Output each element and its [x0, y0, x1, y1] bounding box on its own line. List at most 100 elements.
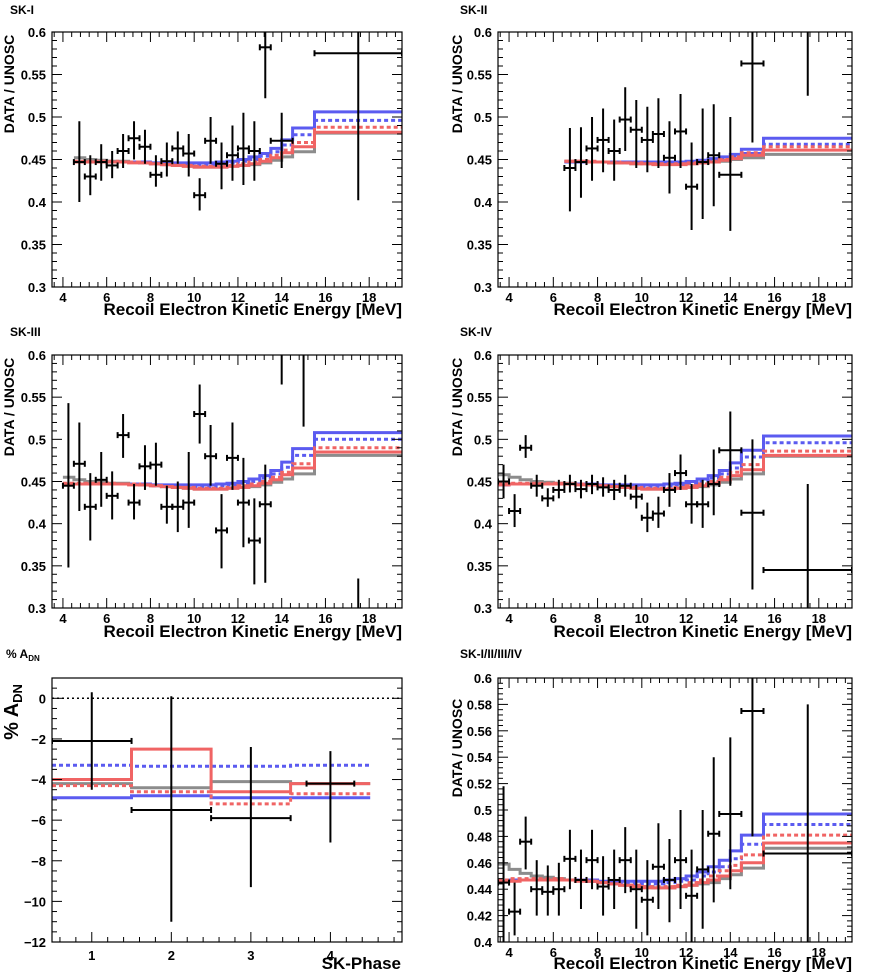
y-tick-label: 0.3 — [474, 280, 492, 295]
x-tick-label: 10 — [187, 290, 201, 305]
x-tick-label: 14 — [723, 290, 738, 305]
data-point — [696, 108, 710, 219]
x-tick-label: 16 — [318, 290, 332, 305]
y-tick-label: 0.6 — [28, 25, 46, 40]
x-tick-label: 16 — [767, 290, 781, 305]
data-point — [685, 849, 699, 942]
x-tick-label: 10 — [635, 611, 649, 626]
data-point — [127, 484, 141, 520]
data-point — [607, 479, 621, 501]
data-point — [182, 451, 196, 528]
y-tick-label: 0.45 — [21, 475, 46, 490]
x-tick-label: 16 — [767, 945, 781, 960]
plot-area — [498, 411, 852, 608]
x-tick-label: 4 — [327, 948, 335, 963]
data-point — [607, 119, 621, 181]
data-point — [508, 882, 522, 936]
data-point — [171, 481, 185, 533]
x-tick-label: 14 — [723, 611, 738, 626]
y-axis: −12 −10 −8 −6 −4 −2 0 — [24, 677, 402, 950]
data-point — [640, 860, 654, 936]
data-point — [305, 751, 356, 843]
data-point — [718, 411, 743, 486]
x-tick-label: 2 — [168, 948, 175, 963]
x-tick-label: 16 — [318, 611, 332, 626]
panel-title: SK-I — [10, 3, 34, 17]
data-point — [585, 117, 599, 181]
y-tick-label: 0.58 — [467, 697, 492, 712]
y-axis-label: DATA / UNOSC — [1, 358, 17, 457]
panel-sk-ii: SK-II DATA / UNOSC Recoil Electron Kinet… — [449, 3, 853, 319]
y-tick-label: 0.3 — [474, 601, 492, 616]
data-point — [236, 112, 250, 185]
x-axis-label: Recoil Electron Kinetic Energy [MeV] — [553, 622, 852, 641]
data-point — [718, 737, 743, 890]
data-point — [313, 32, 402, 201]
series-line-red — [52, 747, 371, 794]
data-point — [662, 839, 676, 923]
data-point — [519, 816, 533, 870]
y-tick-label: 0.35 — [467, 238, 492, 253]
series-line-red-dashed — [52, 784, 371, 806]
x-tick-label: 8 — [147, 290, 154, 305]
y-tick-label: 0 — [39, 691, 46, 706]
y-axis-label: DATA / UNOSC — [1, 35, 17, 134]
x-tick-label: 18 — [362, 611, 376, 626]
data-point — [651, 98, 665, 168]
x-tick-label: 4 — [59, 611, 67, 626]
data-point — [130, 696, 213, 922]
y-tick-label: 0.55 — [21, 390, 46, 405]
x-tick-label: 12 — [679, 290, 693, 305]
data-point — [258, 464, 272, 583]
y-tick-label: 0.6 — [474, 671, 492, 686]
y-tick-label: 0.4 — [474, 195, 493, 210]
y-axis: 0.3 0.35 0.4 0.45 0.5 0.55 0.6 — [21, 348, 402, 616]
y-tick-label: 0.5 — [28, 432, 46, 447]
data-point — [204, 424, 218, 486]
data-point — [596, 477, 610, 497]
data-point — [116, 414, 130, 458]
data-point — [718, 117, 743, 231]
y-tick-label: −12 — [24, 935, 46, 950]
x-tick-label: 4 — [505, 611, 513, 626]
series-line-red-dashed — [498, 833, 852, 889]
data-point — [72, 121, 86, 202]
y-tick-label: −2 — [31, 732, 46, 747]
x-tick-label: 6 — [103, 611, 110, 626]
data-point — [707, 757, 721, 903]
x-axis: 4 6 8 10 12 14 16 18 — [499, 32, 846, 305]
y-tick-label: 0.35 — [21, 238, 46, 253]
y-tick-label: −4 — [31, 773, 47, 788]
x-tick-label: 6 — [550, 611, 557, 626]
y-tick-label: 0.55 — [21, 68, 46, 83]
data-point — [204, 117, 218, 164]
data-point — [696, 479, 710, 528]
y-tick-label: 0.4 — [28, 195, 47, 210]
data-point — [127, 121, 141, 160]
x-tick-label: 14 — [723, 945, 738, 960]
data-point — [226, 125, 239, 181]
data-point — [105, 471, 119, 520]
y-tick-label: −8 — [31, 854, 46, 869]
x-axis: 4 6 8 10 12 14 16 18 — [499, 678, 846, 960]
y-axis-label: DATA / UNOSC — [449, 699, 465, 798]
data-point — [740, 678, 765, 837]
x-tick-label: 18 — [362, 290, 376, 305]
x-tick-label: 16 — [767, 611, 781, 626]
y-tick-label: 0.55 — [467, 390, 492, 405]
y-tick-label: 0.35 — [21, 559, 46, 574]
data-point — [596, 856, 610, 916]
data-point — [171, 131, 185, 164]
data-point — [149, 442, 163, 486]
plot-area — [498, 678, 852, 942]
data-point — [585, 829, 599, 890]
x-tick-label: 12 — [231, 611, 245, 626]
plot-area — [61, 355, 402, 608]
data-point — [662, 473, 676, 507]
x-tick-label: 10 — [635, 945, 649, 960]
x-tick-label: 6 — [103, 290, 110, 305]
data-point — [674, 810, 688, 909]
data-point — [215, 142, 228, 190]
data-point — [258, 32, 272, 99]
